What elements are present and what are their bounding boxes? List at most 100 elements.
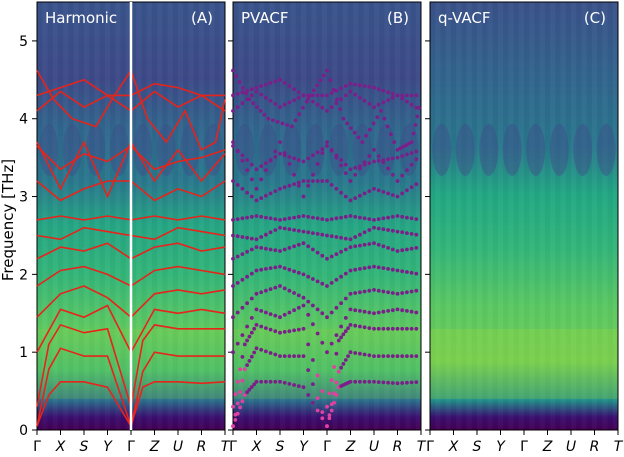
pvacf-peak-dot bbox=[311, 172, 315, 177]
pvacf-peak-dot bbox=[320, 311, 325, 316]
pvacf-peak-dot bbox=[306, 214, 311, 219]
pvacf-peak-dot bbox=[273, 285, 278, 290]
pvacf-peak-dot bbox=[367, 228, 372, 232]
pvacf-peak-dot bbox=[400, 173, 405, 178]
pvacf-peak-dot bbox=[348, 323, 353, 327]
pvacf-peak-dot bbox=[254, 307, 259, 312]
pvacf-peak-dot bbox=[335, 97, 339, 102]
pvacf-peak-dot bbox=[362, 266, 367, 270]
pvacf-peak-dot bbox=[362, 216, 367, 221]
pvacf-peak-dot bbox=[306, 342, 311, 347]
pvacf-peak-dot bbox=[245, 235, 250, 240]
pvacf-peak-dot bbox=[240, 216, 245, 221]
pvacf-peak-dot bbox=[409, 309, 414, 314]
pvacf-peak-dot bbox=[282, 217, 287, 222]
pvacf-peak-dot bbox=[231, 350, 235, 355]
pvacf-peak-dot bbox=[282, 380, 287, 385]
pvacf-peak-dot bbox=[352, 130, 357, 135]
pvacf-peak-dot bbox=[405, 93, 409, 98]
pvacf-peak-dot bbox=[329, 91, 334, 95]
pvacf-peak-dot bbox=[268, 266, 273, 270]
pvacf-peak-dot bbox=[254, 245, 259, 250]
pvacf-peak-dot bbox=[372, 159, 376, 164]
pvacf-peak-dot bbox=[325, 424, 329, 428]
pvacf-peak-dot bbox=[297, 112, 302, 116]
pvacf-peak-dot bbox=[392, 140, 397, 145]
pvacf-peak-dot bbox=[247, 97, 252, 102]
pvacf-peak-dot bbox=[372, 218, 376, 222]
pvacf-peak-dot bbox=[245, 390, 250, 395]
pvacf-peak-dot bbox=[282, 226, 287, 231]
pvacf-peak-dot bbox=[329, 148, 334, 152]
pvacf-peak-dot bbox=[273, 155, 278, 159]
pvacf-peak-dot bbox=[376, 310, 381, 315]
pvacf-peak-dot bbox=[296, 90, 301, 95]
pvacf-peak-dot bbox=[282, 102, 287, 107]
pvacf-peak-dot bbox=[400, 326, 405, 331]
pvacf-peak-dot bbox=[296, 354, 301, 358]
pvacf-peak-dot bbox=[353, 172, 358, 177]
pvacf-peak-dot bbox=[292, 244, 296, 249]
pvacf-peak-dot bbox=[339, 249, 343, 254]
pvacf-peak-dot bbox=[252, 350, 257, 355]
pvacf-peak-dot bbox=[292, 215, 296, 220]
pvacf-peak-dot bbox=[409, 380, 414, 385]
pvacf-peak-dot bbox=[231, 284, 235, 288]
pvacf-peak-dot bbox=[339, 163, 343, 168]
pvacf-peak-dot bbox=[238, 367, 243, 372]
pvacf-peak-dot bbox=[255, 105, 259, 109]
pvacf-peak-dot bbox=[287, 155, 292, 159]
pvacf-peak-dot bbox=[345, 121, 350, 126]
pvacf-peak-dot bbox=[339, 324, 343, 329]
pvacf-peak-dot bbox=[358, 290, 362, 295]
pvacf-peak-dot bbox=[395, 214, 400, 218]
pvacf-peak-dot bbox=[252, 382, 257, 387]
pvacf-peak-dot bbox=[353, 308, 358, 313]
pvacf-peak-dot bbox=[362, 98, 367, 103]
pvacf-peak-dot bbox=[268, 216, 273, 221]
x-tick-label: X bbox=[251, 439, 262, 455]
pvacf-peak-dot bbox=[405, 309, 409, 313]
x-tick-label: T bbox=[417, 439, 427, 455]
pvacf-peak-dot bbox=[292, 228, 296, 232]
heatmap-dark-region bbox=[329, 123, 349, 176]
pvacf-peak-dot bbox=[251, 101, 256, 106]
pvacf-peak-dot bbox=[273, 313, 278, 318]
pvacf-peak-dot bbox=[311, 382, 315, 386]
pvacf-peak-dot bbox=[367, 161, 372, 166]
pvacf-peak-dot bbox=[356, 135, 361, 140]
pvacf-peak-dot bbox=[320, 253, 325, 258]
pvacf-peak-dot bbox=[311, 322, 315, 327]
pvacf-peak-dot bbox=[353, 351, 358, 355]
pvacf-peak-dot bbox=[386, 267, 390, 271]
pvacf-peak-dot bbox=[414, 271, 419, 276]
pvacf-peak-dot bbox=[240, 90, 245, 95]
pvacf-peak-dot bbox=[311, 400, 315, 405]
pvacf-peak-dot bbox=[315, 232, 320, 236]
heatmap-dark-region bbox=[376, 123, 396, 176]
pvacf-peak-dot bbox=[327, 416, 332, 421]
pvacf-peak-dot bbox=[292, 383, 296, 387]
pvacf-peak-dot bbox=[240, 153, 245, 158]
pvacf-peak-dot bbox=[339, 215, 343, 220]
pvacf-peak-dot bbox=[293, 118, 298, 123]
pvacf-peak-dot bbox=[287, 100, 292, 105]
pvacf-peak-dot bbox=[306, 393, 311, 397]
pvacf-peak-dot bbox=[254, 346, 259, 351]
pvacf-peak-dot bbox=[264, 232, 268, 237]
pvacf-peak-dot bbox=[358, 95, 362, 100]
pvacf-peak-dot bbox=[400, 96, 405, 101]
pvacf-peak-dot bbox=[348, 379, 353, 384]
pvacf-peak-dot bbox=[235, 379, 240, 384]
pvacf-peak-dot bbox=[266, 116, 271, 121]
pvacf-peak-dot bbox=[376, 380, 381, 384]
pvacf-peak-dot bbox=[259, 290, 264, 295]
x-tick-label: S bbox=[276, 439, 285, 455]
pvacf-peak-dot bbox=[395, 229, 400, 234]
pvacf-peak-dot bbox=[400, 214, 405, 219]
pvacf-peak-dot bbox=[400, 269, 405, 274]
pvacf-peak-dot bbox=[311, 358, 315, 362]
pvacf-peak-dot bbox=[381, 289, 386, 294]
pvacf-peak-dot bbox=[376, 188, 381, 193]
heatmap-dark-region bbox=[305, 123, 325, 176]
